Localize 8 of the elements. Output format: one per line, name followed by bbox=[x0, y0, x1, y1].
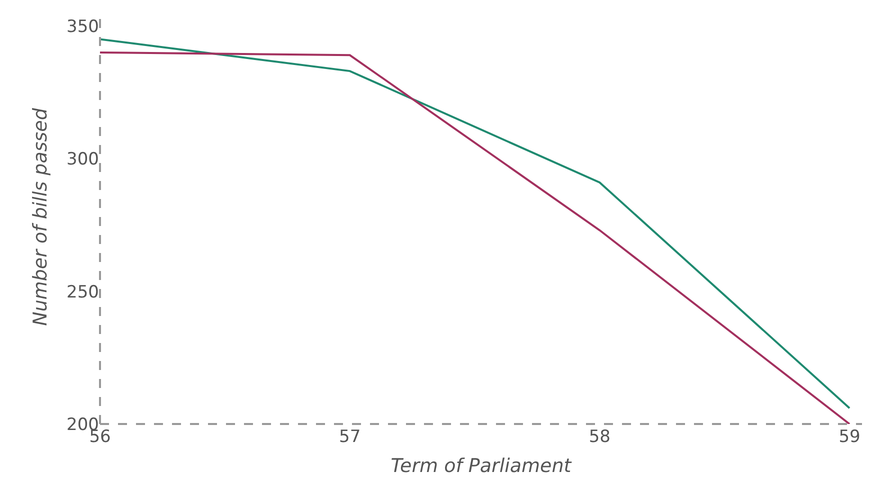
x-axis-title: Term of Parliament bbox=[390, 454, 573, 477]
y-tick-label: 350 bbox=[66, 16, 99, 37]
x-tick-label: 58 bbox=[588, 427, 610, 447]
y-tick-label: 300 bbox=[66, 150, 99, 170]
y-axis-title: Number of bills passed bbox=[29, 107, 52, 326]
y-tick-label: 250 bbox=[66, 282, 99, 302]
x-tick-label: 57 bbox=[339, 427, 361, 447]
x-tick-label: 59 bbox=[838, 427, 860, 447]
